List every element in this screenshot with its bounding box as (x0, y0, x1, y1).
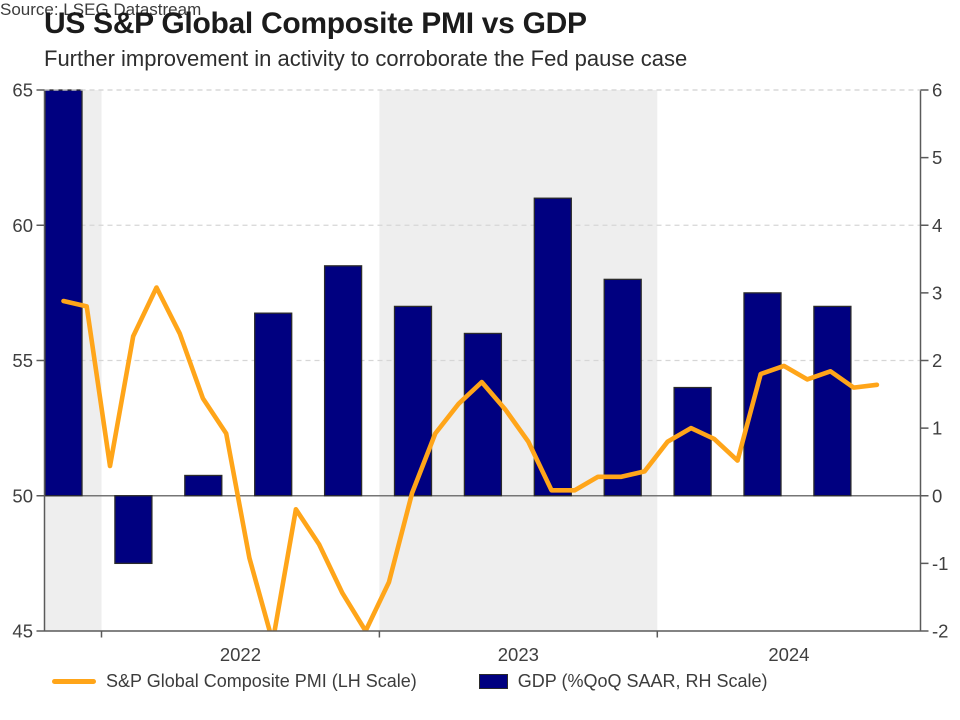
gdp-bar-2021-Q4 (44, 89, 83, 497)
legend-label-pmi: S&P Global Composite PMI (LH Scale) (106, 671, 417, 691)
legend: S&P Global Composite PMI (LH Scale) GDP … (52, 671, 768, 692)
right-axis-tick-label: 2 (932, 350, 942, 371)
gdp-bar-swatch (478, 674, 508, 689)
chart-subtitle: Further improvement in activity to corro… (44, 46, 688, 71)
left-axis-tick-label: 65 (12, 80, 33, 101)
year-label-2023: 2023 (498, 644, 539, 665)
gdp-bar-2022-Q4 (323, 265, 363, 497)
right-axis-tick-label: 3 (932, 282, 942, 303)
left-axis-tick-label: 60 (12, 215, 33, 236)
pmi-line (61, 285, 880, 631)
right-axis-tick-label: -2 (932, 621, 948, 642)
gdp-bar-2022-Q1 (114, 495, 153, 565)
source-note: Source: LSEG Datastream (0, 0, 202, 19)
gdp-bar-2023-Q1 (393, 305, 433, 497)
gdp-bar-2024-Q3 (813, 305, 852, 497)
left-axis-tick-label: 50 (12, 485, 33, 506)
gdp-bar-2022-Q3 (254, 312, 293, 497)
gdp-bar-2022-Q2 (184, 474, 223, 497)
gdp-bar-2023-Q3 (533, 197, 572, 497)
right-axis-tick-label: 0 (932, 485, 942, 506)
gdp-bar-2023-Q2 (463, 332, 503, 497)
pmi-line-swatch (52, 679, 96, 684)
year-label-2022: 2022 (220, 644, 261, 665)
legend-label-gdp: GDP (%QoQ SAAR, RH Scale) (517, 671, 768, 691)
right-axis-tick-label: 4 (932, 215, 942, 236)
legend-item-gdp: GDP (%QoQ SAAR, RH Scale) (478, 671, 768, 692)
right-axis-tick-label: -1 (932, 553, 948, 574)
right-axis-tick-label: 5 (932, 147, 942, 168)
left-axis-tick-label: 45 (12, 621, 33, 642)
legend-item-pmi: S&P Global Composite PMI (LH Scale) (52, 671, 417, 692)
right-axis-tick-label: 6 (932, 80, 942, 101)
chart-title: US S&P Global Composite PMI vs GDP (44, 7, 587, 40)
left-axis-tick-label: 55 (12, 350, 33, 371)
gdp-bar-2024-Q2 (743, 292, 782, 497)
year-label-2024: 2024 (768, 644, 809, 665)
gdp-bar-2023-Q4 (603, 278, 642, 497)
gdp-bar-2024-Q1 (673, 386, 712, 497)
right-axis-tick-label: 1 (932, 418, 942, 439)
